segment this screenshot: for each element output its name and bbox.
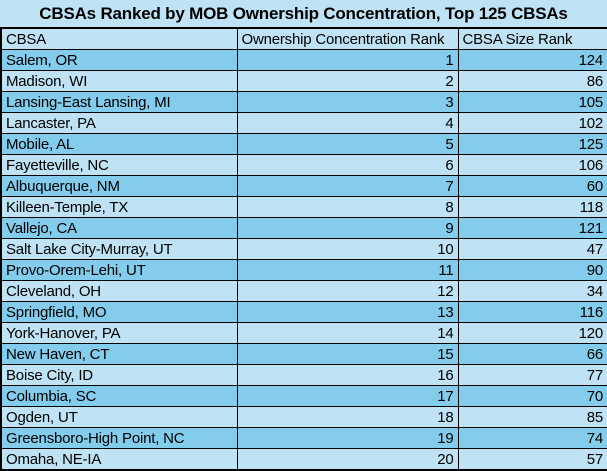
size-rank-cell: 74 — [457, 427, 607, 449]
size-rank-cell: 34 — [457, 280, 607, 302]
table-row: Omaha, NE-IA 20 57 — [0, 448, 607, 471]
ownership-rank-cell: 8 — [236, 196, 459, 218]
cbsa-cell: New Haven, CT — [0, 343, 238, 365]
size-rank-cell: 102 — [457, 112, 607, 134]
size-rank-cell: 116 — [457, 301, 607, 323]
cbsa-ranking-table: CBSA Ownership Concentration Rank CBSA S… — [0, 27, 607, 471]
cbsa-cell: Lancaster, PA — [0, 112, 238, 134]
size-rank-cell: 77 — [457, 364, 607, 386]
cbsa-cell: Mobile, AL — [0, 133, 238, 155]
cbsa-cell: Lansing-East Lansing, MI — [0, 91, 238, 113]
ownership-rank-cell: 12 — [236, 280, 459, 302]
cbsa-cell: Columbia, SC — [0, 385, 238, 407]
ownership-rank-cell: 15 — [236, 343, 459, 365]
header-row: CBSA Ownership Concentration Rank CBSA S… — [0, 27, 607, 50]
ownership-rank-cell: 4 — [236, 112, 459, 134]
size-rank-cell: 47 — [457, 238, 607, 260]
table-row: Greensboro-High Point, NC 19 74 — [0, 427, 607, 449]
cbsa-cell: Madison, WI — [0, 70, 238, 92]
table-row: Mobile, AL 5 125 — [0, 133, 607, 155]
table-row: Columbia, SC 17 70 — [0, 385, 607, 407]
size-rank-cell: 60 — [457, 175, 607, 197]
ownership-rank-cell: 6 — [236, 154, 459, 176]
ownership-rank-cell: 7 — [236, 175, 459, 197]
size-rank-cell: 121 — [457, 217, 607, 239]
size-rank-cell: 124 — [457, 49, 607, 71]
size-rank-cell: 90 — [457, 259, 607, 281]
table-row: Madison, WI 2 86 — [0, 70, 607, 92]
cbsa-cell: Provo-Orem-Lehi, UT — [0, 259, 238, 281]
ownership-rank-cell: 18 — [236, 406, 459, 428]
table-row: Provo-Orem-Lehi, UT 11 90 — [0, 259, 607, 281]
cbsa-cell: Omaha, NE-IA — [0, 448, 238, 471]
column-header-cbsa-size-rank: CBSA Size Rank — [457, 27, 607, 50]
cbsa-cell: York-Hanover, PA — [0, 322, 238, 344]
table-row: Salt Lake City-Murray, UT 10 47 — [0, 238, 607, 260]
ownership-rank-cell: 3 — [236, 91, 459, 113]
table-row: New Haven, CT 15 66 — [0, 343, 607, 365]
size-rank-cell: 85 — [457, 406, 607, 428]
table-row: Vallejo, CA 9 121 — [0, 217, 607, 239]
cbsa-cell: Salem, OR — [0, 49, 238, 71]
cbsa-cell: Cleveland, OH — [0, 280, 238, 302]
cbsa-cell: Salt Lake City-Murray, UT — [0, 238, 238, 260]
table-row: Fayetteville, NC 6 106 — [0, 154, 607, 176]
size-rank-cell: 66 — [457, 343, 607, 365]
column-header-cbsa: CBSA — [0, 27, 238, 50]
table-row: Salem, OR 1 124 — [0, 49, 607, 71]
size-rank-cell: 118 — [457, 196, 607, 218]
cbsa-cell: Fayetteville, NC — [0, 154, 238, 176]
ownership-rank-cell: 11 — [236, 259, 459, 281]
cbsa-cell: Killeen-Temple, TX — [0, 196, 238, 218]
ownership-rank-cell: 13 — [236, 301, 459, 323]
table-row: Albuquerque, NM 7 60 — [0, 175, 607, 197]
ownership-rank-cell: 14 — [236, 322, 459, 344]
table-row: Cleveland, OH 12 34 — [0, 280, 607, 302]
cbsa-cell: Vallejo, CA — [0, 217, 238, 239]
ownership-rank-cell: 16 — [236, 364, 459, 386]
ownership-rank-cell: 2 — [236, 70, 459, 92]
ownership-rank-cell: 1 — [236, 49, 459, 71]
size-rank-cell: 105 — [457, 91, 607, 113]
ownership-rank-cell: 17 — [236, 385, 459, 407]
ownership-rank-cell: 10 — [236, 238, 459, 260]
size-rank-cell: 120 — [457, 322, 607, 344]
table-row: Lancaster, PA 4 102 — [0, 112, 607, 134]
size-rank-cell: 57 — [457, 448, 607, 471]
column-header-ownership-concentration-rank: Ownership Concentration Rank — [236, 27, 459, 50]
size-rank-cell: 125 — [457, 133, 607, 155]
size-rank-cell: 106 — [457, 154, 607, 176]
table-row: Springfield, MO 13 116 — [0, 301, 607, 323]
table-row: Lansing-East Lansing, MI 3 105 — [0, 91, 607, 113]
ownership-rank-cell: 19 — [236, 427, 459, 449]
size-rank-cell: 70 — [457, 385, 607, 407]
table-row: York-Hanover, PA 14 120 — [0, 322, 607, 344]
table-title: CBSAs Ranked by MOB Ownership Concentrat… — [39, 4, 568, 23]
table-row: Ogden, UT 18 85 — [0, 406, 607, 428]
cbsa-cell: Boise City, ID — [0, 364, 238, 386]
ownership-rank-cell: 9 — [236, 217, 459, 239]
ownership-rank-cell: 20 — [236, 448, 459, 471]
table-row: Killeen-Temple, TX 8 118 — [0, 196, 607, 218]
cbsa-cell: Springfield, MO — [0, 301, 238, 323]
ownership-rank-cell: 5 — [236, 133, 459, 155]
size-rank-cell: 86 — [457, 70, 607, 92]
table-row: Boise City, ID 16 77 — [0, 364, 607, 386]
cbsa-cell: Albuquerque, NM — [0, 175, 238, 197]
cbsa-cell: Greensboro-High Point, NC — [0, 427, 238, 449]
cbsa-cell: Ogden, UT — [0, 406, 238, 428]
